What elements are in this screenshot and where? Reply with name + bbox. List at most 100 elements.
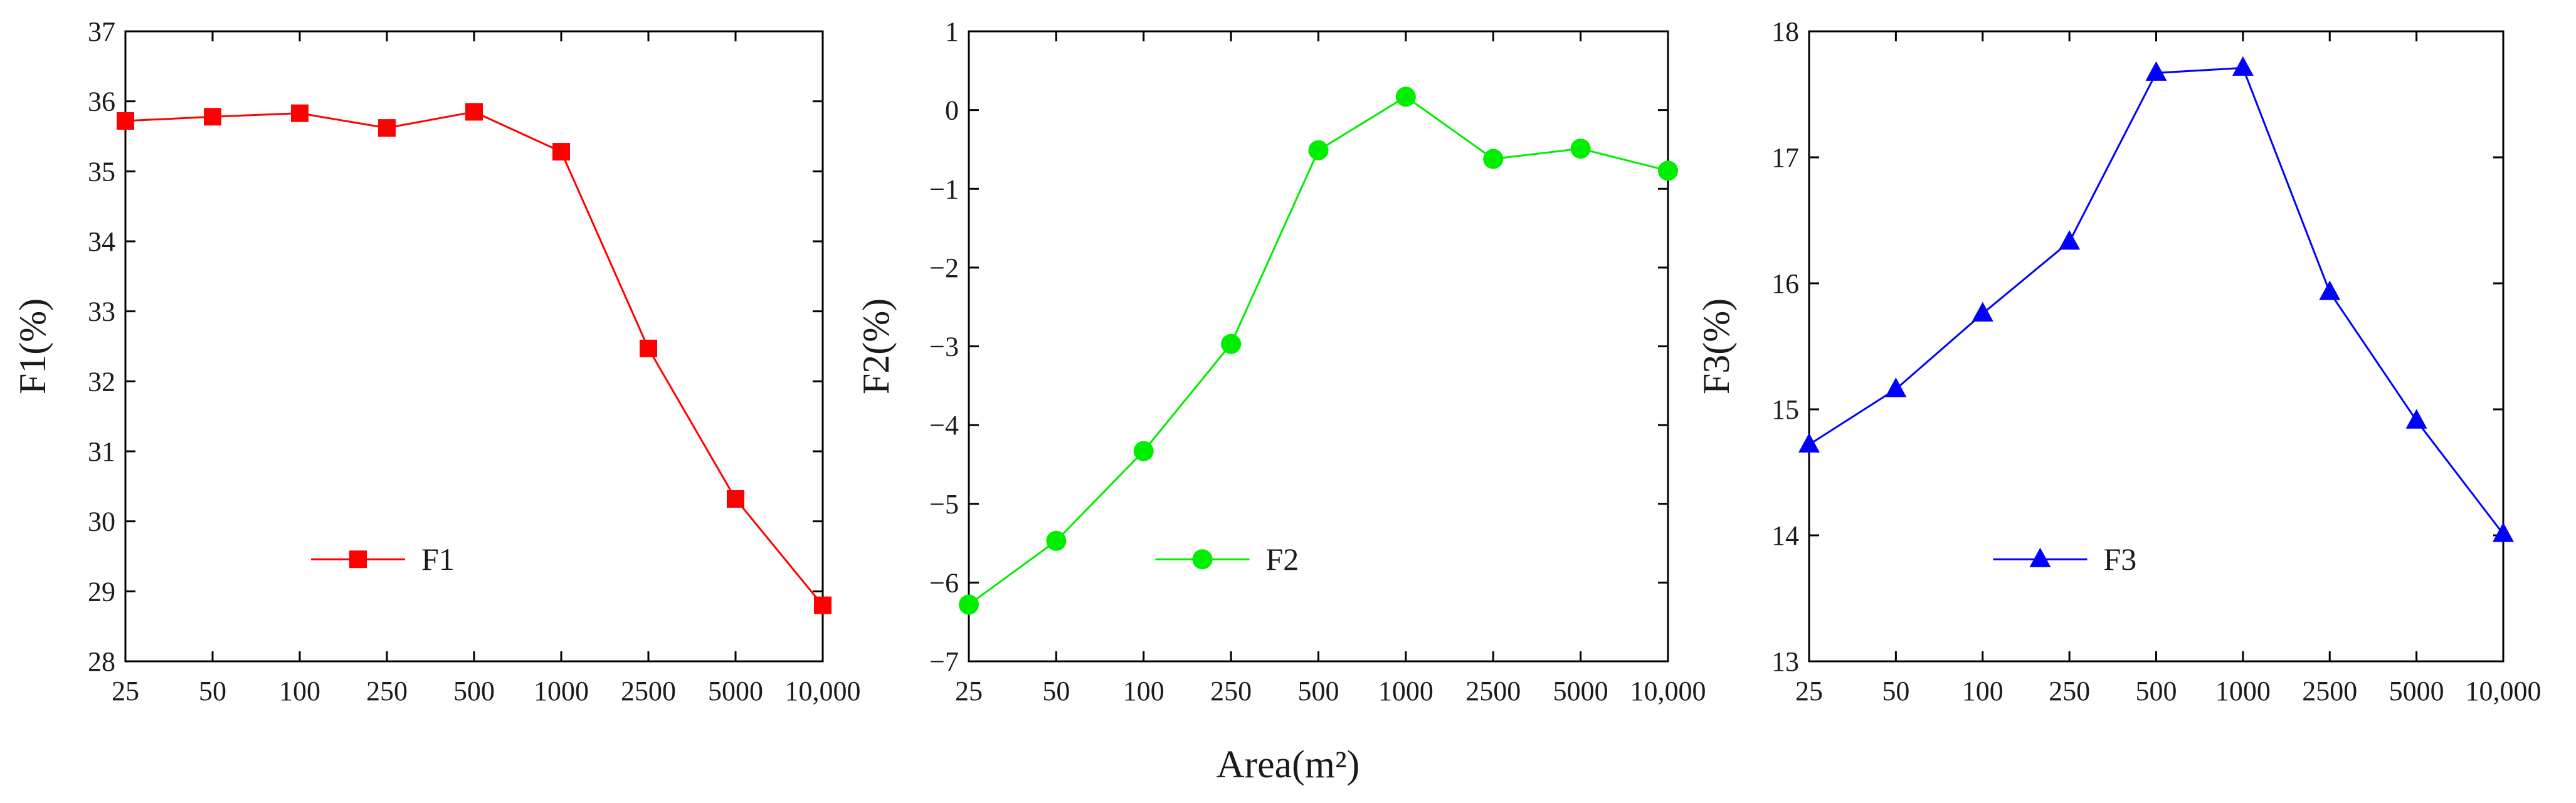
- y-tick-label: 14: [1771, 520, 1799, 551]
- data-point: [1046, 530, 1067, 551]
- data-point: [1658, 160, 1678, 181]
- data-point: [1885, 377, 1907, 397]
- data-point: [814, 596, 831, 614]
- data-point: [1972, 302, 1993, 322]
- x-tick-label: 250: [1210, 676, 1252, 706]
- data-point: [640, 339, 657, 357]
- x-tick-label: 25: [1795, 676, 1823, 706]
- data-point: [2232, 56, 2254, 76]
- data-point: [378, 119, 396, 137]
- y-tick-label: 13: [1771, 646, 1799, 677]
- y-tick-label: −2: [929, 253, 959, 283]
- x-tick-label: 100: [1962, 676, 2003, 706]
- x-tick-label: 2500: [621, 676, 676, 706]
- y-tick-label: −3: [929, 332, 959, 362]
- shared-x-axis-label: Area(m²): [1217, 743, 1360, 786]
- y-tick-label: 0: [945, 95, 959, 126]
- data-point: [1570, 139, 1591, 159]
- y-tick-label: 32: [88, 366, 115, 397]
- data-point: [2145, 61, 2167, 81]
- y-tick-label: 15: [1771, 394, 1799, 425]
- y-tick-label: 29: [88, 576, 115, 607]
- x-tick-label: 50: [1882, 676, 1909, 706]
- y-tick-label: 35: [88, 156, 115, 187]
- y-tick-label: 16: [1771, 268, 1799, 299]
- y-tick-label: 37: [88, 16, 115, 47]
- x-tick-label: 5000: [708, 676, 763, 706]
- x-tick-label: 2500: [2302, 676, 2357, 706]
- legend-marker: [349, 550, 367, 569]
- data-point: [727, 490, 744, 508]
- data-point: [552, 143, 570, 161]
- chart-panel-1: 25 50 100 250 500 1000 2500 5000 10,000 28 29 30 31 3…: [12, 16, 861, 706]
- y-tick-label: −7: [929, 646, 959, 677]
- y-axis-label: F3(%): [1696, 298, 1737, 394]
- x-tick-label: 100: [1123, 676, 1164, 706]
- data-point: [291, 104, 309, 122]
- series-line-F1: [125, 110, 824, 606]
- y-tick-label: 30: [88, 506, 115, 537]
- x-tick-label: 25: [112, 676, 139, 706]
- x-tick-label: 1000: [2215, 676, 2271, 706]
- x-tick-label: 1000: [1378, 676, 1433, 706]
- series-line-F3: [1808, 66, 2505, 535]
- x-tick-label: 10,000: [1630, 676, 1706, 706]
- x-tick-label: 500: [2136, 676, 2177, 706]
- x-tick-label: 10,000: [2466, 676, 2542, 706]
- data-point: [959, 594, 979, 615]
- y-axis-label: F2(%): [855, 298, 897, 394]
- data-point: [1395, 87, 1416, 107]
- x-tick-label: 50: [199, 676, 226, 706]
- x-tick-label: 100: [279, 676, 320, 706]
- x-tick-label: 500: [453, 676, 495, 706]
- y-tick-label: −4: [929, 410, 959, 441]
- y-tick-label: 36: [88, 87, 115, 117]
- x-tick-label: 1000: [534, 676, 589, 706]
- x-tick-label: 500: [1298, 676, 1339, 706]
- x-tick-label: 10,000: [785, 676, 861, 706]
- y-tick-label: 18: [1771, 16, 1799, 47]
- x-tick-label: 50: [1042, 676, 1070, 706]
- data-point: [1798, 433, 1820, 453]
- data-point: [1133, 441, 1154, 461]
- data-point: [2059, 230, 2081, 250]
- y-tick-label: 34: [88, 226, 115, 257]
- data-point: [1483, 149, 1504, 169]
- data-point: [2319, 280, 2341, 300]
- plot-frame: [1808, 30, 2505, 663]
- y-tick-label: −5: [929, 489, 959, 520]
- y-tick-label: 33: [88, 297, 115, 327]
- y-tick-label: 17: [1771, 142, 1799, 173]
- legend-label: F3: [2104, 542, 2137, 577]
- y-tick-label: 1: [945, 16, 959, 47]
- data-point: [204, 108, 221, 126]
- y-tick-label: −1: [929, 174, 959, 204]
- data-point: [2405, 409, 2427, 429]
- x-tick-label: 250: [2049, 676, 2090, 706]
- x-tick-label: 250: [366, 676, 408, 706]
- plot-frame: [968, 30, 1669, 663]
- legend-label: F1: [421, 542, 455, 577]
- y-tick-label: 28: [88, 646, 115, 677]
- chart-panel-3: 25 50 100 250 500 1000 2500 5000 10,000 13 14 15 16 1…: [1696, 16, 2542, 706]
- x-tick-label: 5000: [1553, 676, 1608, 706]
- data-point: [1221, 333, 1242, 354]
- legend-marker: [2029, 547, 2051, 567]
- x-tick-label: 25: [955, 676, 983, 706]
- plot-frame: [124, 30, 824, 663]
- data-point: [465, 103, 483, 121]
- legend-label: F2: [1266, 542, 1299, 577]
- chart-panel-2: 25 50 100 250 500 1000 2500 5000 10,000 −7 −6 −5 −4 −…: [855, 16, 1706, 706]
- legend-marker: [1192, 549, 1213, 570]
- data-point: [2493, 522, 2514, 542]
- y-tick-label: 31: [88, 436, 115, 467]
- series-line-F2: [968, 95, 1669, 606]
- y-axis-label: F1(%): [12, 298, 53, 394]
- x-tick-label: 5000: [2389, 676, 2444, 706]
- data-point: [117, 112, 134, 130]
- data-point: [1308, 140, 1329, 160]
- x-tick-label: 2500: [1465, 676, 1521, 706]
- y-tick-label: −6: [929, 567, 959, 598]
